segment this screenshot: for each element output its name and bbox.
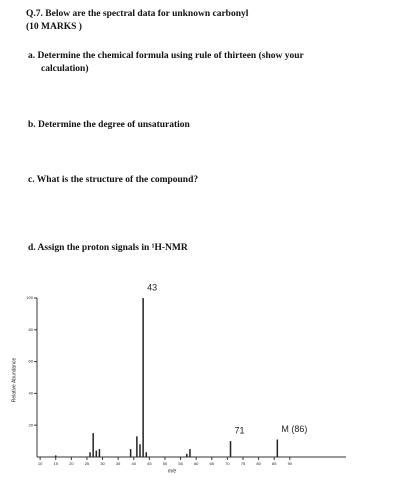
- x-tick-label: 15: [54, 461, 59, 466]
- peak-annotation: 71: [235, 425, 245, 435]
- x-tick-label: 90: [288, 461, 293, 466]
- x-tick-label: 65: [210, 461, 215, 466]
- marks: (10 MARKS ): [26, 22, 82, 32]
- x-tick-label: 70: [225, 461, 230, 466]
- x-tick-label: 25: [85, 461, 90, 466]
- part-a: a. Determine the chemical formula using …: [28, 51, 304, 61]
- y-tick-label: 60: [29, 359, 34, 364]
- part-c: c. What is the structure of the compound…: [28, 175, 199, 185]
- y-tick-label: 100: [26, 295, 33, 300]
- part-d: d. Assign the proton signals in ¹H-NMR: [28, 243, 188, 253]
- x-tick-label: 75: [241, 461, 246, 466]
- y-axis-label: Relative Abundance: [11, 358, 17, 403]
- question-title: Q.7. Below are the spectral data for unk…: [26, 9, 249, 19]
- y-tick-label: 20: [29, 422, 34, 427]
- x-tick-label: 40: [132, 461, 137, 466]
- x-tick-label: 20: [69, 461, 74, 466]
- peak-annotation: M (86): [281, 424, 307, 434]
- x-tick-label: 35: [116, 461, 121, 466]
- x-tick-label: 10: [38, 461, 43, 466]
- x-axis-label: m/e: [168, 468, 177, 474]
- part-b: b. Determine the degree of unsaturation: [28, 120, 190, 130]
- y-tick-label: 40: [29, 390, 34, 395]
- y-tick-label: 80: [29, 327, 34, 332]
- x-tick-label: 45: [147, 461, 152, 466]
- x-tick-label: 50: [163, 461, 168, 466]
- part-a-cont: calculation): [41, 64, 89, 74]
- x-tick-label: 55: [178, 461, 183, 466]
- x-tick-label: 85: [272, 461, 277, 466]
- x-tick-label: 60: [194, 461, 199, 466]
- x-tick-label: 30: [100, 461, 105, 466]
- peak-annotation: 43: [147, 282, 157, 292]
- x-tick-label: 80: [256, 461, 261, 466]
